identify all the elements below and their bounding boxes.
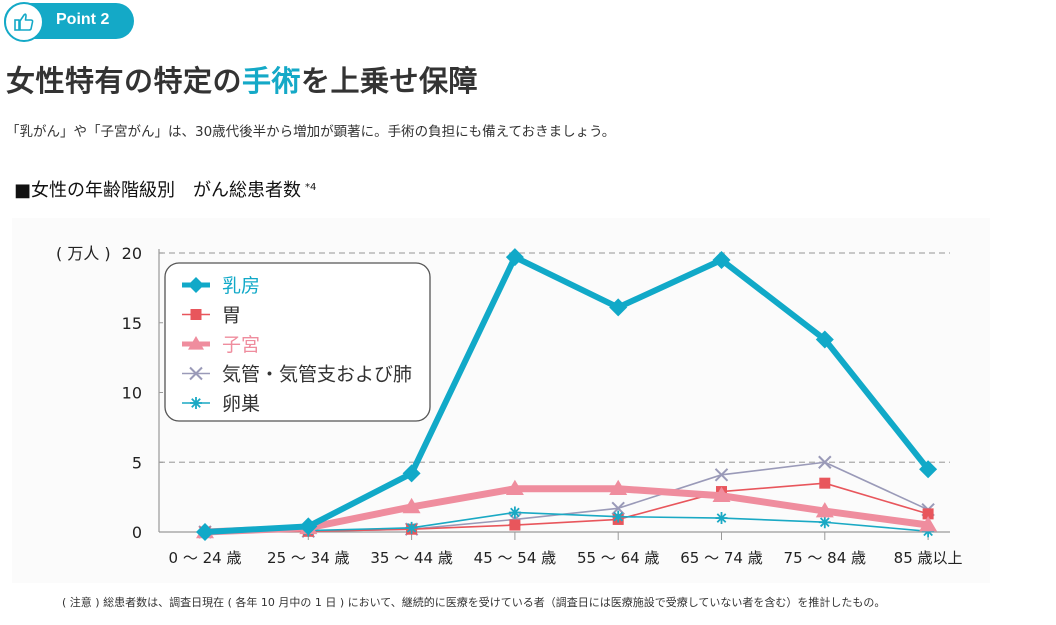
legend-box: [164, 262, 431, 422]
data-point-ovary: [818, 516, 831, 529]
data-point-lung: [714, 468, 729, 482]
data-point-ovary-shape: [818, 516, 831, 529]
page-title-part-3: を上乗せ保障: [301, 64, 479, 98]
data-point-stomach-shape: [819, 477, 831, 489]
data-point-uterus-shape: [402, 497, 421, 514]
data-point-breast: [712, 250, 731, 269]
data-point-breast: [196, 523, 214, 541]
data-point-uterus-shape: [505, 479, 524, 496]
data-point-ovary: [405, 521, 418, 534]
chart-heading: ■女性の年齢階級別 がん総患者数 *4: [14, 176, 316, 202]
legend-marker-ovary-shape: [190, 397, 202, 409]
data-point-stomach: [509, 519, 521, 531]
data-point-breast-shape: [815, 330, 834, 349]
x-tick-label: 55 ～ 64 歳: [577, 549, 659, 567]
data-point-uterus-shape: [712, 486, 731, 503]
badge-label: Point 2: [56, 11, 110, 28]
data-point-breast-shape: [505, 248, 524, 267]
thumbs-up-icon: [4, 2, 44, 42]
data-point-breast-shape: [299, 517, 318, 536]
data-point-uterus-shape: [815, 502, 834, 518]
x-tick-label: 85 歳以上: [894, 549, 963, 567]
footnote-mark: *4: [305, 182, 317, 193]
legend-label-ovary: 卵巣: [222, 393, 260, 415]
x-tick-label: 35 ～ 44 歳: [370, 549, 452, 567]
x-tick-label: 25 ～ 34 歳: [267, 549, 349, 567]
data-point-uterus: [712, 486, 731, 503]
data-point-lung-shape: [714, 468, 729, 482]
series-line-uterus: [204, 485, 929, 536]
series-line-stomach: [204, 482, 929, 533]
series-line-breast: [204, 254, 931, 535]
data-point-breast: [919, 460, 938, 479]
y-tick-label: 5: [132, 453, 142, 472]
data-point-breast-shape: [609, 298, 628, 317]
data-point-uterus-shape: [919, 516, 938, 532]
data-point-breast: [815, 330, 834, 349]
x-tick-label: 0 ～ 24 歳: [169, 549, 242, 567]
y-tick-label: 10: [122, 384, 142, 403]
series-line-ovary: [204, 511, 929, 533]
data-point-breast: [609, 298, 628, 317]
legend-marker-breast: [188, 277, 204, 293]
data-point-stomach-shape: [509, 519, 521, 531]
data-point-ovary: [612, 510, 625, 523]
legend-label-stomach: 胃: [222, 305, 241, 327]
legend-label-uterus: 子宮: [222, 334, 260, 356]
data-point-breast-shape: [402, 464, 421, 483]
legend-label-breast: 乳房: [222, 275, 260, 297]
page-title-highlight: 手術: [242, 64, 302, 98]
data-point-uterus: [815, 502, 834, 518]
data-point-breast-shape: [712, 250, 731, 269]
legend-marker-uterus: [188, 336, 204, 350]
data-point-uterus: [919, 516, 938, 532]
data-point-breast: [402, 464, 421, 483]
data-point-uterus-shape: [609, 479, 628, 496]
data-point-uterus: [402, 497, 421, 514]
data-point-ovary-shape: [715, 512, 728, 525]
legend-marker-lung-shape: [189, 366, 203, 381]
data-point-lung: [818, 455, 832, 469]
y-tick-label: 0: [132, 523, 142, 542]
page-title-part-1: 女性特有の特定の: [6, 64, 243, 98]
data-point-stomach: [922, 508, 934, 520]
legend-marker-uterus-shape: [188, 336, 204, 350]
x-tick-label: 65 ～ 74 歳: [680, 549, 762, 567]
data-point-breast: [299, 517, 318, 536]
page-title: 女性特有の特定の手術を上乗せ保障: [6, 58, 478, 100]
point-badge: Point 2: [4, 2, 134, 42]
y-tick-label: 20: [122, 244, 142, 263]
data-point-stomach: [819, 477, 831, 489]
legend-marker-stomach-shape: [190, 309, 202, 320]
data-point-ovary: [715, 512, 728, 525]
y-axis-label: ( 万人 ): [56, 244, 111, 263]
data-point-ovary: [508, 506, 521, 519]
legend-label-lung: 気管・気管支および肺: [222, 364, 412, 386]
data-point-lung-shape: [818, 455, 832, 469]
data-point-stomach-shape: [922, 508, 934, 520]
x-tick-label: 45 ～ 54 歳: [474, 549, 556, 567]
legend-marker-stomach: [190, 309, 202, 320]
legend-marker-breast-shape: [188, 277, 204, 293]
x-tick-label: 75 ～ 84 歳: [784, 549, 866, 567]
data-point-ovary-shape: [405, 521, 418, 534]
footnote: ( 注意 ) 総患者数は、調査日現在 ( 各年 10 月中の 1 日 ) におい…: [62, 596, 886, 609]
y-tick-label: 15: [122, 314, 142, 333]
data-point-uterus: [609, 479, 628, 496]
data-point-breast-shape: [196, 523, 214, 541]
data-point-breast: [505, 248, 524, 267]
data-point-ovary-shape: [508, 506, 521, 519]
data-point-breast-shape: [919, 460, 938, 479]
chart-heading-label: ■女性の年齢階級別 がん総患者数: [14, 180, 302, 201]
data-point-ovary-shape: [612, 510, 625, 523]
legend-marker-lung: [189, 366, 203, 381]
data-point-uterus: [505, 479, 524, 496]
legend-marker-ovary: [190, 397, 202, 409]
subtitle: 「乳がん」や「子宮がん」は、30歳代後半から増加が顕著に。手術の負担にも備えてお…: [6, 124, 616, 140]
